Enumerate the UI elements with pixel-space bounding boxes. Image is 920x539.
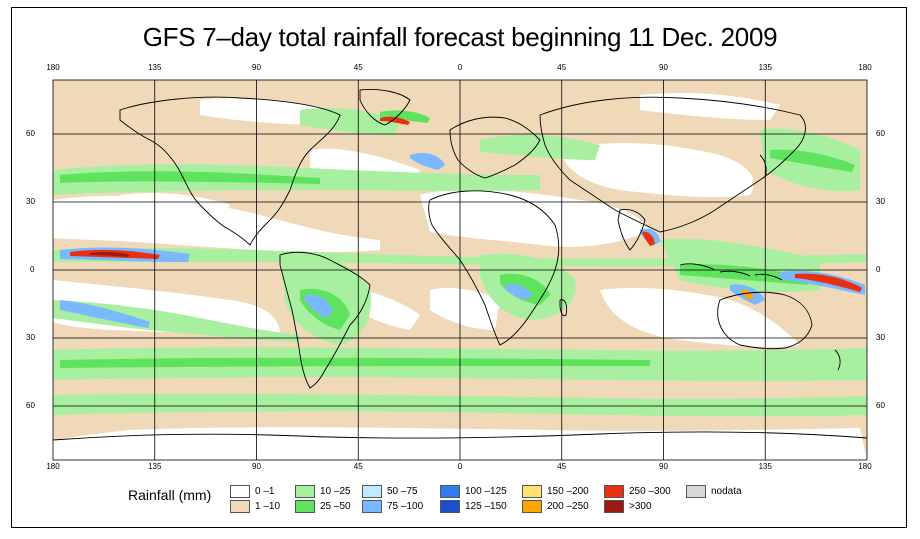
legend-label: 250 –300: [629, 486, 671, 497]
asia-outline: [539, 96, 806, 233]
lon-tick-bottom: 0: [457, 462, 463, 471]
legend-swatch: [362, 500, 382, 513]
lon-tick-bottom: 45: [557, 462, 567, 471]
legend-label: 50 –75: [387, 486, 418, 497]
greenland-outline: [359, 89, 411, 126]
legend-swatch: [522, 485, 542, 498]
lon-tick-bottom: 135: [758, 462, 772, 471]
lon-tick-bottom: 180: [46, 462, 60, 471]
legend-label: 10 –25: [320, 486, 351, 497]
japan-outline: [759, 154, 767, 179]
legend-title: Rainfall (mm): [128, 487, 212, 503]
north-america-outline: [119, 96, 341, 246]
lat-tick-left: 60: [26, 401, 35, 410]
new-zealand-outline: [834, 349, 841, 371]
heavier-rain-streaks: [60, 110, 855, 368]
extreme-rain-cores: [70, 116, 862, 300]
legend-swatch: [604, 500, 624, 513]
madagascar-outline: [559, 299, 568, 317]
lon-tick-top: 180: [858, 63, 872, 72]
africa-outline: [428, 190, 560, 346]
lat-tick-right: 60: [876, 401, 885, 410]
lon-tick-top: 0: [457, 63, 463, 72]
map-title: GFS 7–day total rainfall forecast beginn…: [142, 22, 778, 52]
legend-label: 150 –200: [547, 486, 589, 497]
graticule: [52, 79, 868, 461]
legend-swatch: [362, 485, 382, 498]
legend-label: 200 –250: [547, 501, 589, 512]
legend-swatch: [686, 485, 706, 498]
lon-tick-top: 90: [252, 63, 261, 72]
legend-label: 25 –50: [320, 501, 351, 512]
lon-tick-bottom: 45: [353, 462, 363, 471]
india-outline: [617, 209, 646, 251]
lon-tick-top: 90: [659, 63, 668, 72]
coastlines: [52, 89, 868, 441]
figure-frame: [11, 7, 907, 528]
legend-label: 0 –1: [255, 486, 275, 497]
lat-tick-left: 30: [26, 333, 35, 342]
legend-swatch: [230, 500, 250, 513]
legend-label: 125 –150: [465, 501, 507, 512]
legend-label: 100 –125: [465, 486, 507, 497]
lon-tick-top: 45: [557, 63, 567, 72]
australia-outline: [717, 291, 813, 350]
lon-tick-top: 135: [148, 63, 162, 72]
lat-tick-right: 60: [876, 129, 885, 138]
indonesia-outline: [679, 263, 783, 281]
lon-tick-bottom: 135: [148, 462, 162, 471]
south-america-outline: [279, 251, 371, 389]
lat-tick-right: 30: [876, 333, 885, 342]
lon-tick-top: 180: [46, 63, 60, 72]
legend-swatch: [522, 500, 542, 513]
legend-swatch: [230, 485, 250, 498]
antarctica-outline: [52, 431, 868, 441]
lat-tick-left: 0: [30, 265, 35, 274]
lon-tick-bottom: 90: [659, 462, 668, 471]
legend-label: nodata: [711, 486, 742, 497]
legend-swatch: [295, 485, 315, 498]
lat-tick-right: 30: [876, 197, 885, 206]
lat-tick-right: 0: [876, 265, 881, 274]
lon-tick-bottom: 90: [252, 462, 261, 471]
legend-swatch: [440, 500, 460, 513]
lon-tick-bottom: 180: [858, 462, 872, 471]
legend-swatch: [604, 485, 624, 498]
lon-tick-top: 135: [758, 63, 772, 72]
legend-label: 1 –10: [255, 501, 281, 512]
lon-tick-top: 45: [353, 63, 363, 72]
legend-label: >300: [629, 501, 652, 512]
lat-tick-left: 30: [26, 197, 35, 206]
europe-outline: [449, 116, 541, 179]
legend-swatch: [440, 485, 460, 498]
legend-label: 75 –100: [387, 501, 424, 512]
lat-tick-left: 60: [26, 129, 35, 138]
legend-swatch: [295, 500, 315, 513]
